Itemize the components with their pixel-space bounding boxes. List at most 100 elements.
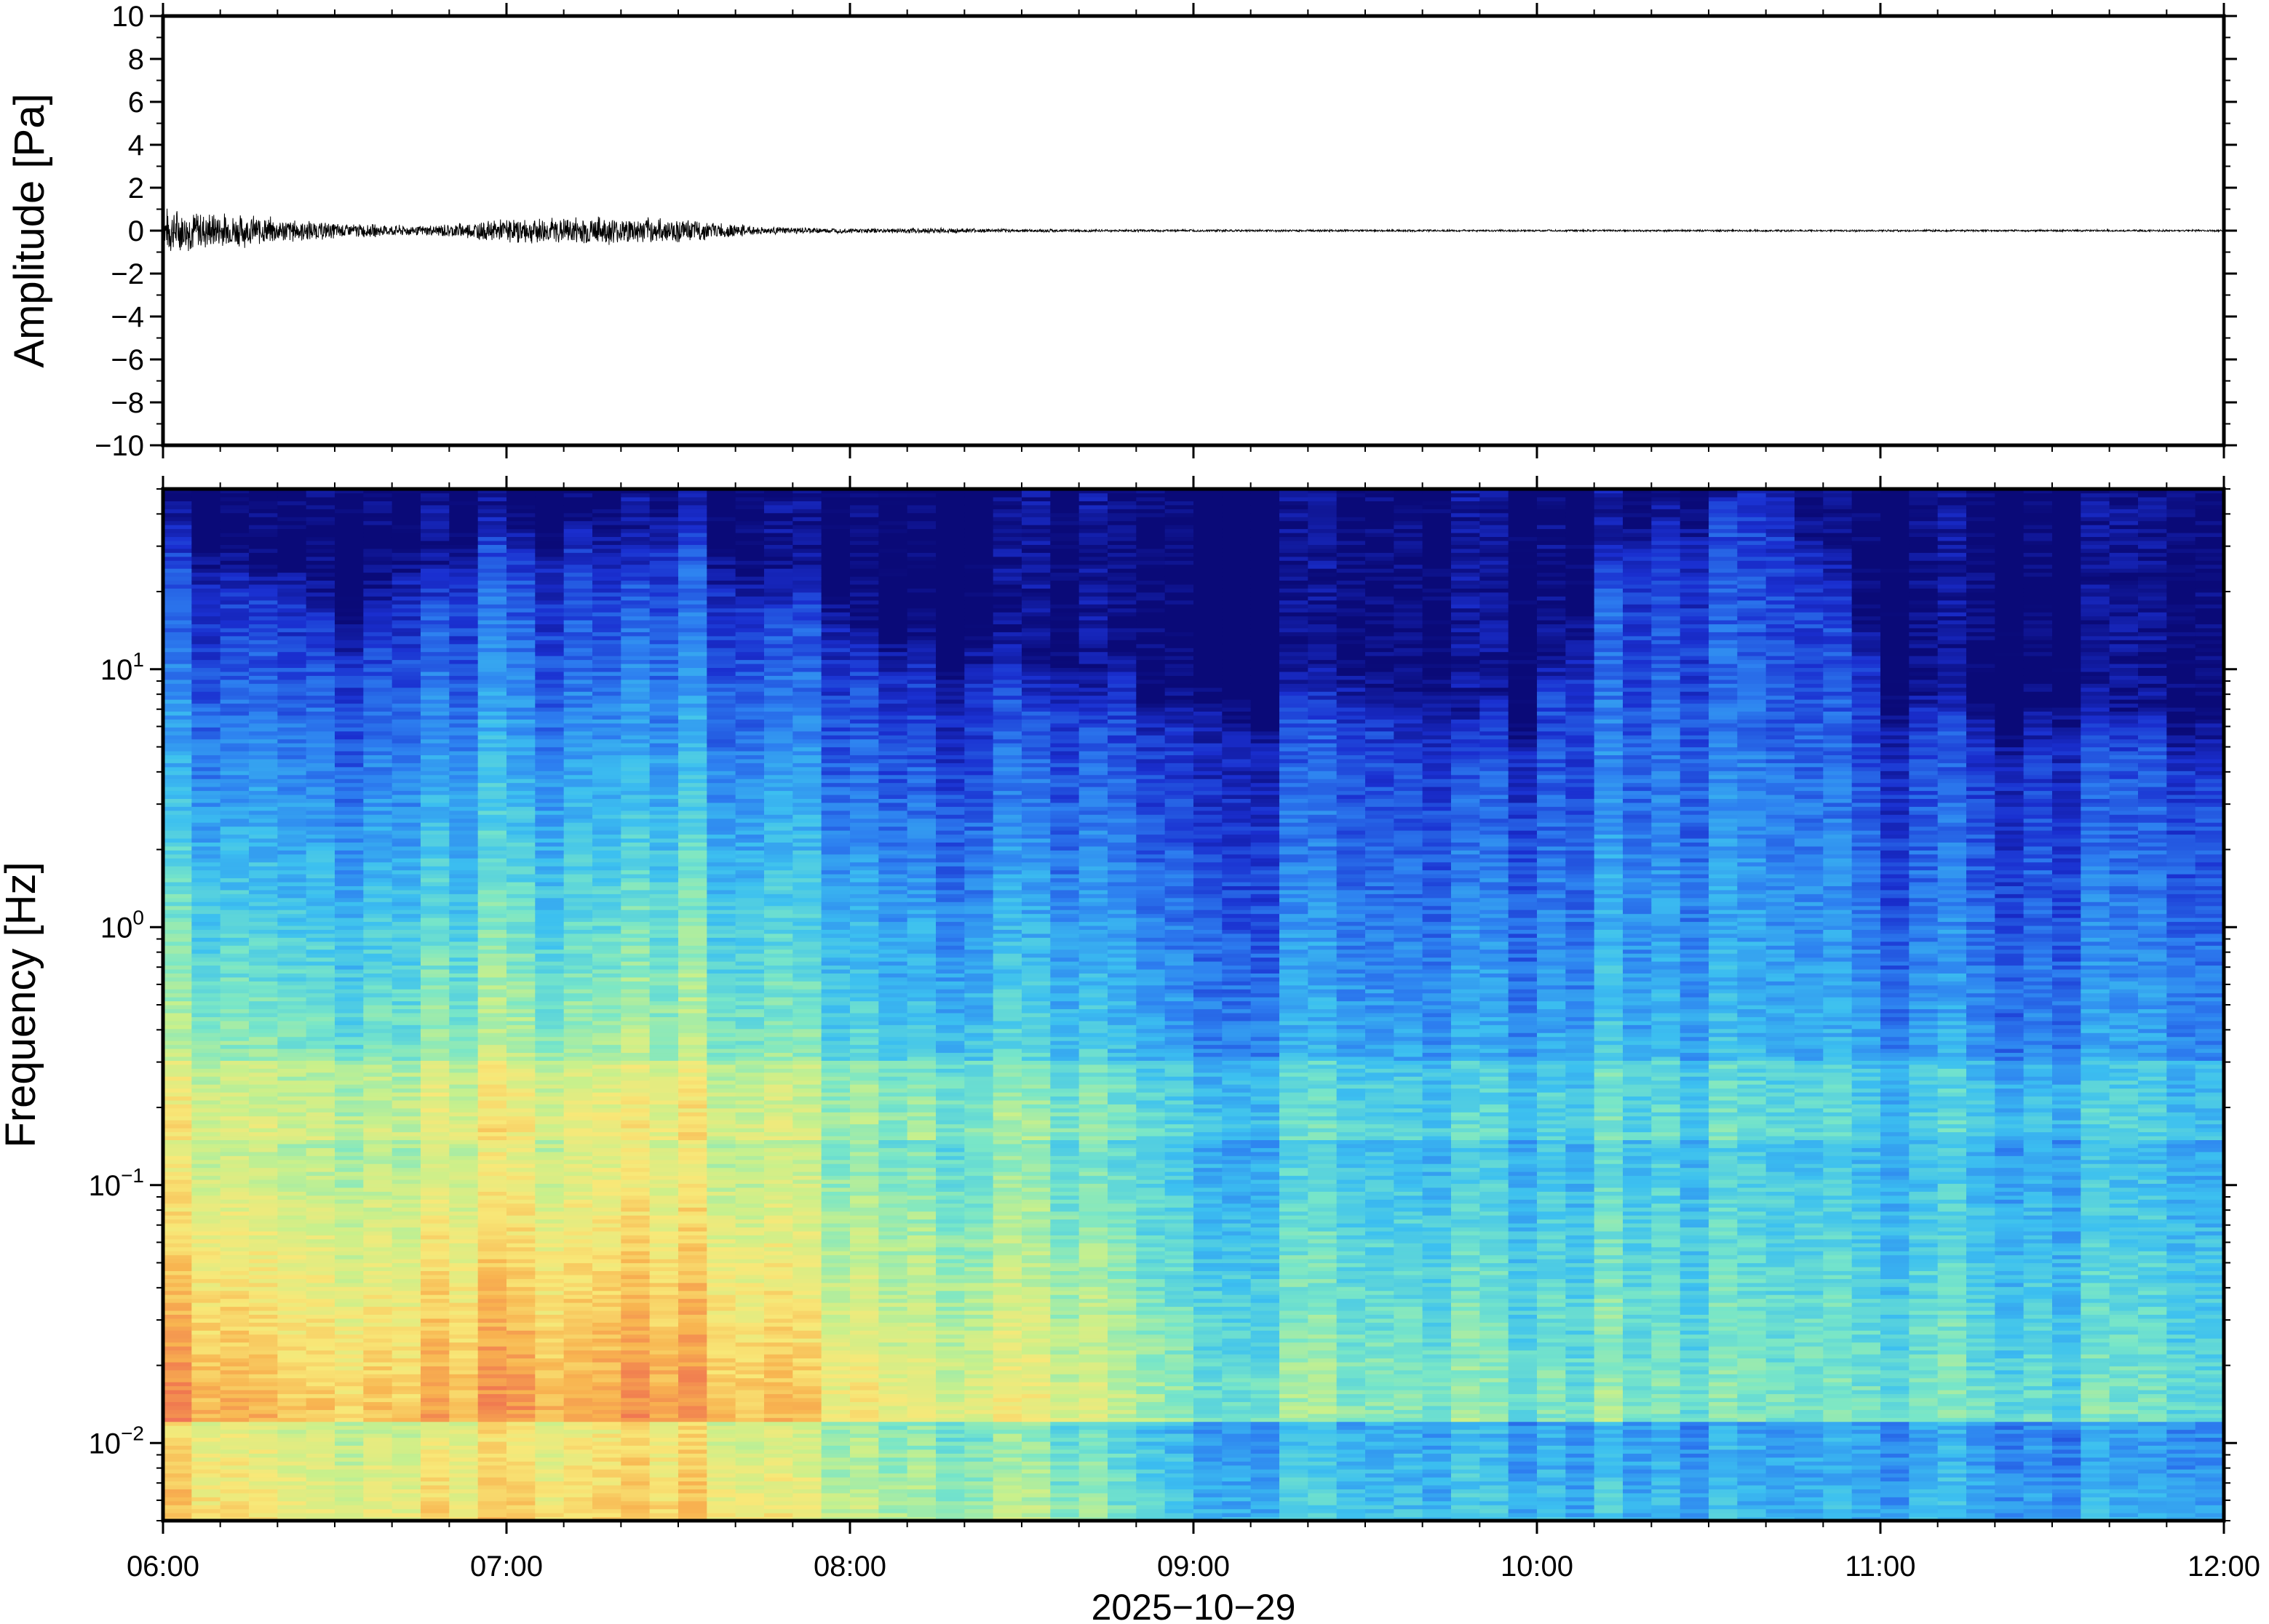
spectrogram-cell <box>650 862 679 867</box>
spectrogram-cell <box>621 1294 650 1299</box>
spectrogram-cell <box>449 1338 478 1342</box>
spectrogram-cell <box>249 707 278 712</box>
spectrogram-cell <box>163 612 192 616</box>
spectrogram-cell <box>478 1398 507 1402</box>
spectrogram-cell <box>249 942 278 946</box>
spectrogram-cell <box>249 950 278 954</box>
spectrogram-cell <box>220 1430 250 1434</box>
spectrogram-cell <box>650 731 679 736</box>
spectrogram-cell <box>621 1414 650 1418</box>
spectrogram-cell <box>249 544 278 549</box>
spectrogram-cell <box>478 1469 507 1473</box>
spectrogram-cell <box>335 1330 364 1334</box>
spectrogram-cell <box>363 667 392 672</box>
spectrogram-cell <box>277 961 306 966</box>
spectrogram-cell <box>564 1092 593 1096</box>
spectrogram-cell <box>506 874 536 878</box>
spectrogram-cell <box>363 1477 392 1481</box>
spectrogram-cell <box>421 1183 450 1187</box>
spectrogram-cell <box>249 763 278 767</box>
spectrogram-cell <box>363 544 392 549</box>
spectrogram-cell <box>163 1259 192 1263</box>
spectrogram-cell <box>650 1120 679 1124</box>
spectrogram-cell <box>363 1283 392 1287</box>
spectrogram-cell <box>621 600 650 605</box>
spectrogram-cell <box>249 667 278 672</box>
spectrogram-cell <box>650 1374 679 1378</box>
spectrogram-cell <box>621 1346 650 1350</box>
spectrogram-cell <box>363 866 392 870</box>
spectrogram-cell <box>678 1116 707 1121</box>
spectrogram-cell <box>363 1267 392 1271</box>
spectrogram-cell <box>392 1048 421 1053</box>
spectrogram-cell <box>191 1147 220 1152</box>
spectrogram-cell <box>363 1132 392 1137</box>
spectrogram-cell <box>564 592 593 597</box>
spectrogram-cell <box>163 822 192 827</box>
spectrogram-cell <box>650 1231 679 1235</box>
spectrogram-cell <box>650 985 679 990</box>
spectrogram-cell <box>335 1092 364 1096</box>
spectrogram-cell <box>592 1481 621 1485</box>
spectrogram-cell <box>564 541 593 545</box>
spectrogram-cell <box>478 866 507 870</box>
spectrogram-cell <box>392 874 421 878</box>
spectrogram-cell <box>535 1005 564 1009</box>
spectrogram-cell <box>650 1005 679 1009</box>
spectrogram-cell <box>592 819 621 823</box>
spectrogram-cell <box>506 1132 536 1137</box>
spectrogram-cell <box>163 909 192 914</box>
spectrogram-cell <box>277 1072 306 1077</box>
spectrogram-cell <box>421 497 450 501</box>
spectrogram-cell <box>335 787 364 791</box>
spectrogram-cell <box>478 1013 507 1017</box>
spectrogram-cell <box>535 612 564 616</box>
spectrogram-cell <box>249 1326 278 1331</box>
spectrogram-cell <box>163 549 192 553</box>
spectrogram-cell <box>650 675 679 680</box>
spectrogram-cell <box>564 918 593 922</box>
spectrogram-cell <box>478 552 507 557</box>
spectrogram-cell <box>421 1255 450 1259</box>
spectrogram-cell <box>277 1120 306 1124</box>
spectrogram-cell <box>650 1176 679 1180</box>
spectrogram-cell <box>277 1163 306 1168</box>
spectrogram-cell <box>678 1187 707 1192</box>
spectrogram-cell <box>621 1334 650 1339</box>
spectrogram-cell <box>335 993 364 998</box>
spectrogram-cell <box>564 1005 593 1009</box>
spectrogram-cell <box>163 798 192 803</box>
spectrogram-cell <box>592 1088 621 1093</box>
spectrogram-cell <box>621 1481 650 1485</box>
spectrogram-cell <box>363 937 392 942</box>
spectrogram-cell <box>421 592 450 597</box>
spectrogram-cell <box>621 909 650 914</box>
spectrogram-cell <box>478 854 507 859</box>
spectrogram-cell <box>220 667 250 672</box>
spectrogram-cell <box>306 798 335 803</box>
spectrogram-cell <box>592 1096 621 1100</box>
spectrogram-cell <box>421 1501 450 1505</box>
spectrogram-cell <box>650 981 679 985</box>
spectrogram-cell <box>449 1302 478 1307</box>
spectrogram-cell <box>306 1104 335 1108</box>
spectrogram-cell <box>392 1409 421 1414</box>
spectrogram-cell <box>449 1291 478 1295</box>
spectrogram-cell <box>535 731 564 736</box>
spectrogram-cell <box>421 1037 450 1041</box>
spectrogram-cell <box>392 885 421 890</box>
spectrogram-cell <box>478 1505 507 1509</box>
spectrogram-cell <box>277 616 306 621</box>
spectrogram-cell <box>220 592 250 597</box>
spectrogram-cell <box>535 1422 564 1426</box>
spectrogram-cell <box>650 584 679 589</box>
spectrogram-cell <box>506 1398 536 1402</box>
spectrogram-cell <box>392 1112 421 1116</box>
spectrogram-cell <box>392 795 421 799</box>
spectrogram-cell <box>506 1409 536 1414</box>
spectrogram-cell <box>564 608 593 613</box>
spectrogram-cell <box>650 1417 679 1422</box>
spectrogram-cell <box>306 803 335 807</box>
spectrogram-cell <box>478 1493 507 1497</box>
spectrogram-cell <box>678 827 707 831</box>
